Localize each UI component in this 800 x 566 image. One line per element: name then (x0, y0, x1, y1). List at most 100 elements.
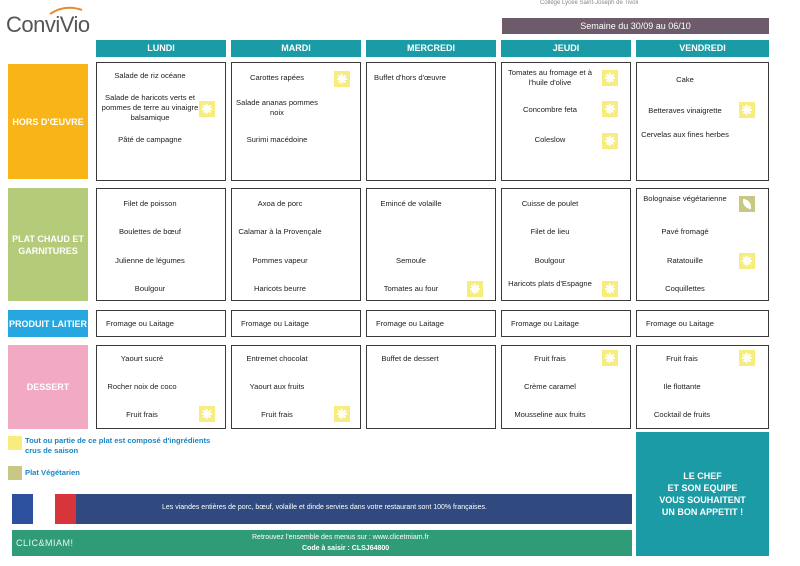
category-hors-oeuvre: HORS D'ŒUVRE (8, 64, 88, 179)
website-banner: CLIC&MIAM! Retrouvez l'ensemble des menu… (12, 530, 632, 556)
cell-plat-mardi: Axoa de porc Calamar à la Provençale Pom… (231, 188, 361, 301)
day-header-jeudi: JEUDI (501, 40, 631, 57)
seasonal-icon (602, 281, 618, 297)
menu-item: Surimi macédoine (246, 135, 308, 144)
menu-item: Emincé de volaille (380, 199, 442, 208)
menu-item: Boulgour (134, 284, 166, 293)
seasonal-icon (739, 350, 755, 366)
category-plat-chaud: PLAT CHAUD ET GARNITURES (8, 188, 88, 301)
cell-lait-mercredi: Fromage ou Laitage (366, 310, 496, 337)
cell-dessert-jeudi: Fruit frais Crème caramel Mousseline aux… (501, 345, 631, 429)
seasonal-icon (199, 406, 215, 422)
menu-item: Fruit frais (126, 410, 158, 419)
menu-item: Haricots plats d'Espagne (508, 279, 592, 288)
menu-item: Fromage ou Laitage (241, 319, 309, 328)
cell-dessert-lundi: Yaourt sucré Rocher noix de coco Fruit f… (96, 345, 226, 429)
menu-item: Bolognaise végétarienne (643, 194, 727, 203)
chef-line: ET SON EQUIPE (667, 483, 738, 493)
logo-swoosh-icon (49, 6, 83, 15)
day-header-vendredi: VENDREDI (636, 40, 769, 57)
day-header-lundi: LUNDI (96, 40, 226, 57)
cell-lait-mardi: Fromage ou Laitage (231, 310, 361, 337)
menu-item: Ratatouille (667, 256, 703, 265)
menu-item: Cervelas aux fines herbes (641, 130, 729, 139)
menu-item: Carottes rapées (249, 73, 305, 82)
menu-item: Fromage ou Laitage (511, 319, 579, 328)
seasonal-icon (334, 406, 350, 422)
legend-seasonal-text: Tout ou partie de ce plat est composé d'… (25, 436, 211, 455)
cell-plat-vendredi: Bolognaise végétarienne Pavé fromagé Rat… (636, 188, 769, 301)
menu-item: Calamar à la Provençale (238, 227, 322, 236)
menu-item: Buffet d'hors d'œuvre (374, 73, 446, 82)
clicetmiam-logo: CLIC&MIAM! (16, 538, 74, 548)
cell-hors-lundi: Salade de riz océane Salade de haricots … (96, 62, 226, 181)
cell-hors-mardi: Carottes rapées Salade ananas pommes noi… (231, 62, 361, 181)
seasonal-icon (199, 101, 215, 117)
menu-item: Boulettes de bœuf (118, 227, 182, 236)
menu-item: Salade ananas pommes noix (236, 98, 318, 117)
cell-plat-lundi: Filet de poisson Boulettes de bœuf Julie… (96, 188, 226, 301)
seasonal-icon (334, 71, 350, 87)
cell-plat-mercredi: Emincé de volaille Semoule Tomates au fo… (366, 188, 496, 301)
menu-item: Boulgour (534, 256, 566, 265)
legend-vegetarian-text: Plat Végétarien (25, 468, 80, 477)
menu-item: Betteraves vinaigrette (648, 106, 722, 115)
meat-origin-text: Les viandes entières de porc, bœuf, vola… (162, 504, 487, 511)
menu-item: Salade de riz océane (114, 71, 186, 80)
menu-item: Coquillettes (665, 284, 705, 293)
category-produit-laitier: PRODUIT LAITIER (8, 310, 88, 337)
menu-item: Pâté de campagne (118, 135, 182, 144)
menu-item: Cocktail de fruits (653, 410, 711, 419)
menu-item: Fromage ou Laitage (646, 319, 714, 328)
chef-message: LE CHEF ET SON EQUIPE VOUS SOUHAITENT UN… (636, 432, 769, 556)
menu-item: Rocher noix de coco (107, 382, 177, 391)
seasonal-icon (602, 350, 618, 366)
menu-item: Cuisse de poulet (521, 199, 579, 208)
cell-dessert-vendredi: Fruit frais Ile flottante Cocktail de fr… (636, 345, 769, 429)
seasonal-icon (602, 133, 618, 149)
cell-hors-mercredi: Buffet d'hors d'œuvre (366, 62, 496, 181)
cell-hors-jeudi: Tomates au fromage et à l'huile d'olive … (501, 62, 631, 181)
menu-item: Pommes vapeur (252, 256, 308, 265)
menu-item: Ile flottante (663, 382, 701, 391)
menu-item: Fromage ou Laitage (106, 319, 174, 328)
menu-item: Buffet de dessert (381, 354, 439, 363)
menu-item: Tomates au four (383, 284, 439, 293)
cell-dessert-mercredi: Buffet de dessert (366, 345, 496, 429)
seasonal-icon (739, 102, 755, 118)
menu-item: Entremet chocolat (246, 354, 308, 363)
menu-item: Filet de lieu (530, 227, 570, 236)
menu-item: Yaourt aux fruits (249, 382, 305, 391)
menu-item: Yaourt sucré (120, 354, 164, 363)
menu-item: Haricots beurre (254, 284, 306, 293)
menu-item: Tomates au fromage et à l'huile d'olive (508, 68, 592, 87)
vegetarian-icon (739, 196, 755, 212)
menu-item: Julienne de légumes (115, 256, 185, 265)
menu-item: Fruit frais (534, 354, 566, 363)
menu-item: Crème caramel (524, 382, 576, 391)
meat-origin-banner: Les viandes entières de porc, bœuf, vola… (12, 494, 632, 524)
menu-item: Pavé fromagé (661, 227, 709, 236)
cell-lait-lundi: Fromage ou Laitage (96, 310, 226, 337)
website-text[interactable]: Retrouvez l'ensemble des menus sur : www… (252, 534, 429, 541)
menu-item: Coleslow (534, 135, 566, 144)
category-dessert: DESSERT (8, 345, 88, 429)
cell-dessert-mardi: Entremet chocolat Yaourt aux fruits Frui… (231, 345, 361, 429)
cell-lait-jeudi: Fromage ou Laitage (501, 310, 631, 337)
chef-line: UN BON APPETIT ! (661, 507, 744, 517)
legend-seasonal-icon (8, 436, 22, 450)
menu-item: Fruit frais (261, 410, 293, 419)
seasonal-icon (602, 101, 618, 117)
chef-line: VOUS SOUHAITENT (659, 495, 746, 505)
seasonal-icon (739, 253, 755, 269)
day-header-mardi: MARDI (231, 40, 361, 57)
menu-item: Concombre feta (522, 105, 578, 114)
day-header-mercredi: MERCREDI (366, 40, 496, 57)
logo-text: ConviVio (6, 12, 90, 37)
seasonal-icon (467, 281, 483, 297)
convivio-logo: ConviVio (6, 6, 96, 40)
menu-item: Axoa de porc (257, 199, 303, 208)
menu-item: Fromage ou Laitage (376, 319, 444, 328)
menu-item: Salade de haricots verts et pommes de te… (101, 93, 199, 122)
school-name: Collège Lycée Saint-Joseph de Tivoli (540, 0, 639, 6)
